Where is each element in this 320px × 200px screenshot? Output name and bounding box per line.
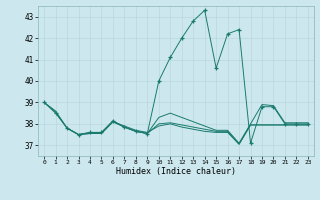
X-axis label: Humidex (Indice chaleur): Humidex (Indice chaleur) (116, 167, 236, 176)
